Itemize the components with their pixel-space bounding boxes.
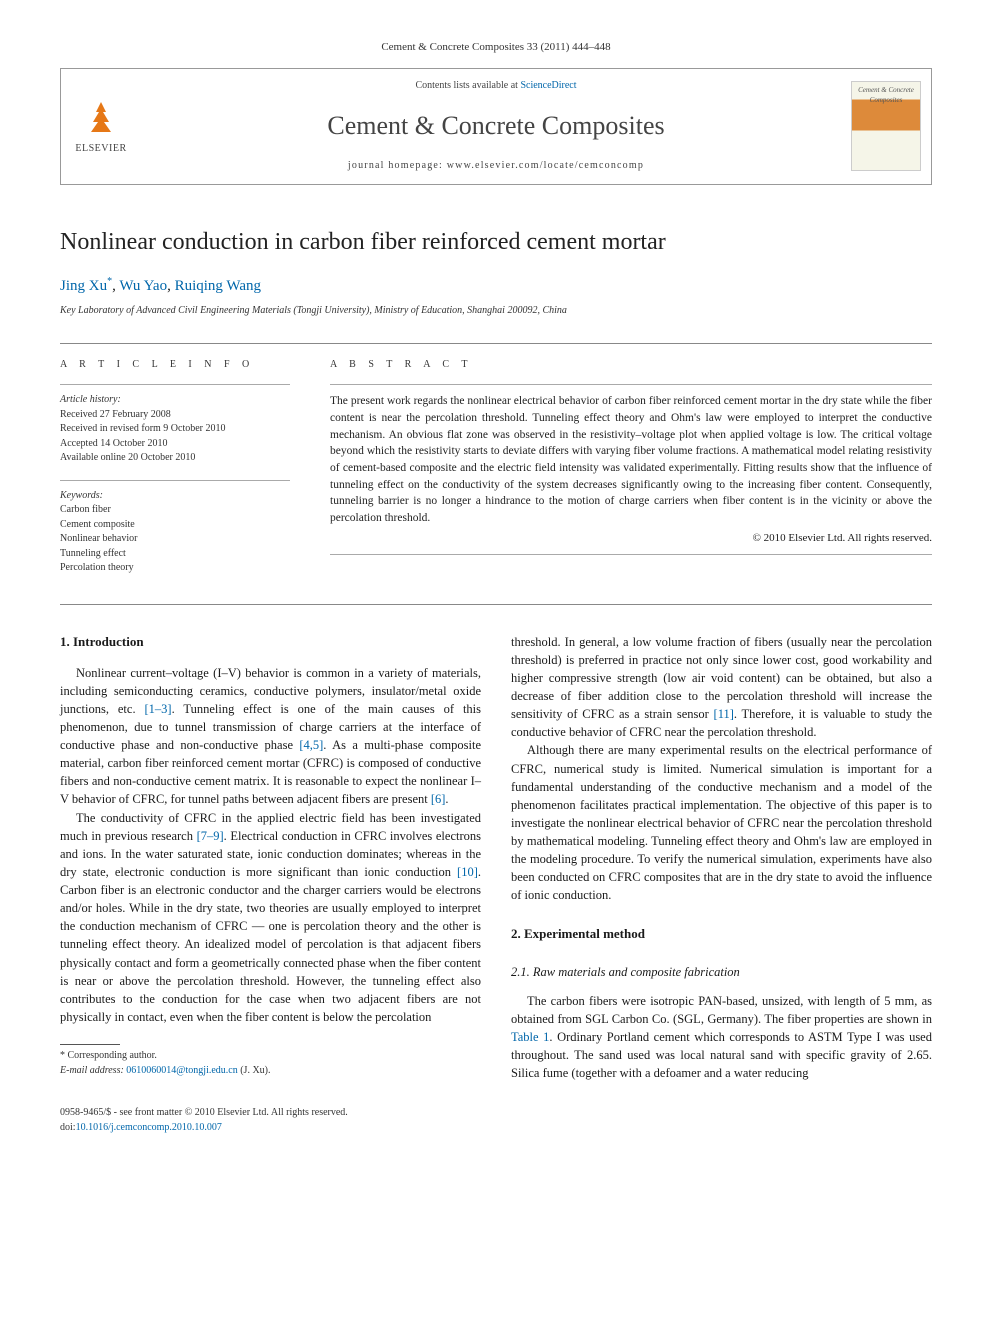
- divider: [60, 604, 932, 605]
- received-date: Received 27 February 2008: [60, 408, 290, 423]
- article-info-label: A R T I C L E I N F O: [60, 358, 290, 373]
- doi-line: doi:10.1016/j.cemconcomp.2010.10.007: [60, 1121, 348, 1136]
- front-matter-line: 0958-9465/$ - see front matter © 2010 El…: [60, 1106, 348, 1121]
- divider: [330, 384, 932, 385]
- section-2-heading: 2. Experimental method: [511, 925, 932, 944]
- revised-date: Received in revised form 9 October 2010: [60, 422, 290, 437]
- corresponding-author-note: * Corresponding author.: [60, 1049, 481, 1064]
- keyword: Percolation theory: [60, 561, 290, 576]
- author-2[interactable]: Wu Yao: [119, 278, 167, 294]
- header-center: Contents lists available at ScienceDirec…: [141, 79, 851, 174]
- divider: [60, 343, 932, 344]
- affiliation: Key Laboratory of Advanced Civil Enginee…: [60, 304, 932, 319]
- footnote-rule: [60, 1044, 120, 1045]
- journal-name: Cement & Concrete Composites: [141, 107, 851, 145]
- abstract-label: A B S T R A C T: [330, 358, 932, 373]
- citation-link[interactable]: [6]: [431, 792, 446, 806]
- paragraph: Nonlinear current–voltage (I–V) behavior…: [60, 664, 481, 809]
- spacer: [511, 905, 932, 925]
- abstract-text: The present work regards the nonlinear e…: [330, 393, 932, 526]
- online-date: Available online 20 October 2010: [60, 451, 290, 466]
- section-2-1-heading: 2.1. Raw materials and composite fabrica…: [511, 963, 932, 981]
- keyword: Carbon fiber: [60, 503, 290, 518]
- doi-label: doi:: [60, 1122, 76, 1133]
- citation-link[interactable]: [1–3]: [145, 702, 172, 716]
- body-columns: 1. Introduction Nonlinear current–voltag…: [60, 633, 932, 1082]
- info-abstract-row: A R T I C L E I N F O Article history: R…: [60, 358, 932, 590]
- sciencedirect-link[interactable]: ScienceDirect: [520, 80, 576, 91]
- citation-link[interactable]: [11]: [714, 707, 734, 721]
- journal-homepage: journal homepage: www.elsevier.com/locat…: [141, 159, 851, 174]
- journal-header: ELSEVIER Contents lists available at Sci…: [60, 68, 932, 185]
- citation-link[interactable]: [10]: [457, 865, 478, 879]
- citation-link[interactable]: [4,5]: [299, 738, 323, 752]
- cover-title: Cement & Concrete Composites: [855, 85, 917, 105]
- elsevier-tree-icon: [71, 97, 131, 142]
- email-suffix: (J. Xu).: [238, 1065, 271, 1076]
- text: The carbon fibers were isotropic PAN-bas…: [511, 994, 932, 1026]
- history-head: Article history:: [60, 393, 290, 408]
- keyword: Nonlinear behavior: [60, 532, 290, 547]
- article-title: Nonlinear conduction in carbon fiber rei…: [60, 225, 932, 260]
- author-3[interactable]: Ruiqing Wang: [175, 278, 261, 294]
- paragraph: The carbon fibers were isotropic PAN-bas…: [511, 992, 932, 1083]
- article-history: Article history: Received 27 February 20…: [60, 393, 290, 466]
- page-footer: 0958-9465/$ - see front matter © 2010 El…: [60, 1106, 932, 1135]
- divider: [60, 480, 290, 481]
- email-link[interactable]: 0610060014@tongji.edu.cn: [126, 1065, 237, 1076]
- spacer: [511, 955, 932, 963]
- left-column: 1. Introduction Nonlinear current–voltag…: [60, 633, 481, 1082]
- journal-cover-thumbnail[interactable]: Cement & Concrete Composites: [851, 81, 921, 171]
- keywords-head: Keywords:: [60, 489, 290, 504]
- abstract-column: A B S T R A C T The present work regards…: [330, 358, 932, 590]
- table-link[interactable]: Table 1: [511, 1030, 549, 1044]
- right-column: threshold. In general, a low volume frac…: [511, 633, 932, 1082]
- email-footnote: E-mail address: 0610060014@tongji.edu.cn…: [60, 1064, 481, 1079]
- text: . Ordinary Portland cement which corresp…: [511, 1030, 932, 1080]
- paragraph: Although there are many experimental res…: [511, 741, 932, 904]
- elsevier-name: ELSEVIER: [71, 142, 131, 157]
- keyword: Tunneling effect: [60, 547, 290, 562]
- contents-available: Contents lists available at ScienceDirec…: [141, 79, 851, 94]
- elsevier-logo[interactable]: ELSEVIER: [61, 97, 141, 157]
- paragraph: threshold. In general, a low volume frac…: [511, 633, 932, 742]
- text: .: [445, 792, 448, 806]
- journal-reference: Cement & Concrete Composites 33 (2011) 4…: [60, 40, 932, 56]
- divider: [60, 384, 290, 385]
- accepted-date: Accepted 14 October 2010: [60, 437, 290, 452]
- email-label: E-mail address:: [60, 1065, 126, 1076]
- keywords-block: Keywords: Carbon fiber Cement composite …: [60, 489, 290, 576]
- copyright: © 2010 Elsevier Ltd. All rights reserved…: [330, 531, 932, 547]
- doi-link[interactable]: 10.1016/j.cemconcomp.2010.10.007: [76, 1122, 222, 1133]
- homepage-prefix: journal homepage:: [348, 160, 447, 171]
- citation-link[interactable]: [7–9]: [197, 829, 224, 843]
- article-info-column: A R T I C L E I N F O Article history: R…: [60, 358, 290, 590]
- section-1-heading: 1. Introduction: [60, 633, 481, 652]
- divider: [330, 554, 932, 555]
- sep: ,: [167, 278, 175, 294]
- author-list: Jing Xu*, Wu Yao, Ruiqing Wang: [60, 275, 932, 298]
- text: . Carbon fiber is an electronic conducto…: [60, 865, 481, 1024]
- author-1[interactable]: Jing Xu: [60, 278, 107, 294]
- contents-prefix: Contents lists available at: [415, 80, 520, 91]
- paragraph: The conductivity of CFRC in the applied …: [60, 809, 481, 1027]
- keyword: Cement composite: [60, 518, 290, 533]
- footer-left: 0958-9465/$ - see front matter © 2010 El…: [60, 1106, 348, 1135]
- homepage-url[interactable]: www.elsevier.com/locate/cemconcomp: [447, 160, 644, 171]
